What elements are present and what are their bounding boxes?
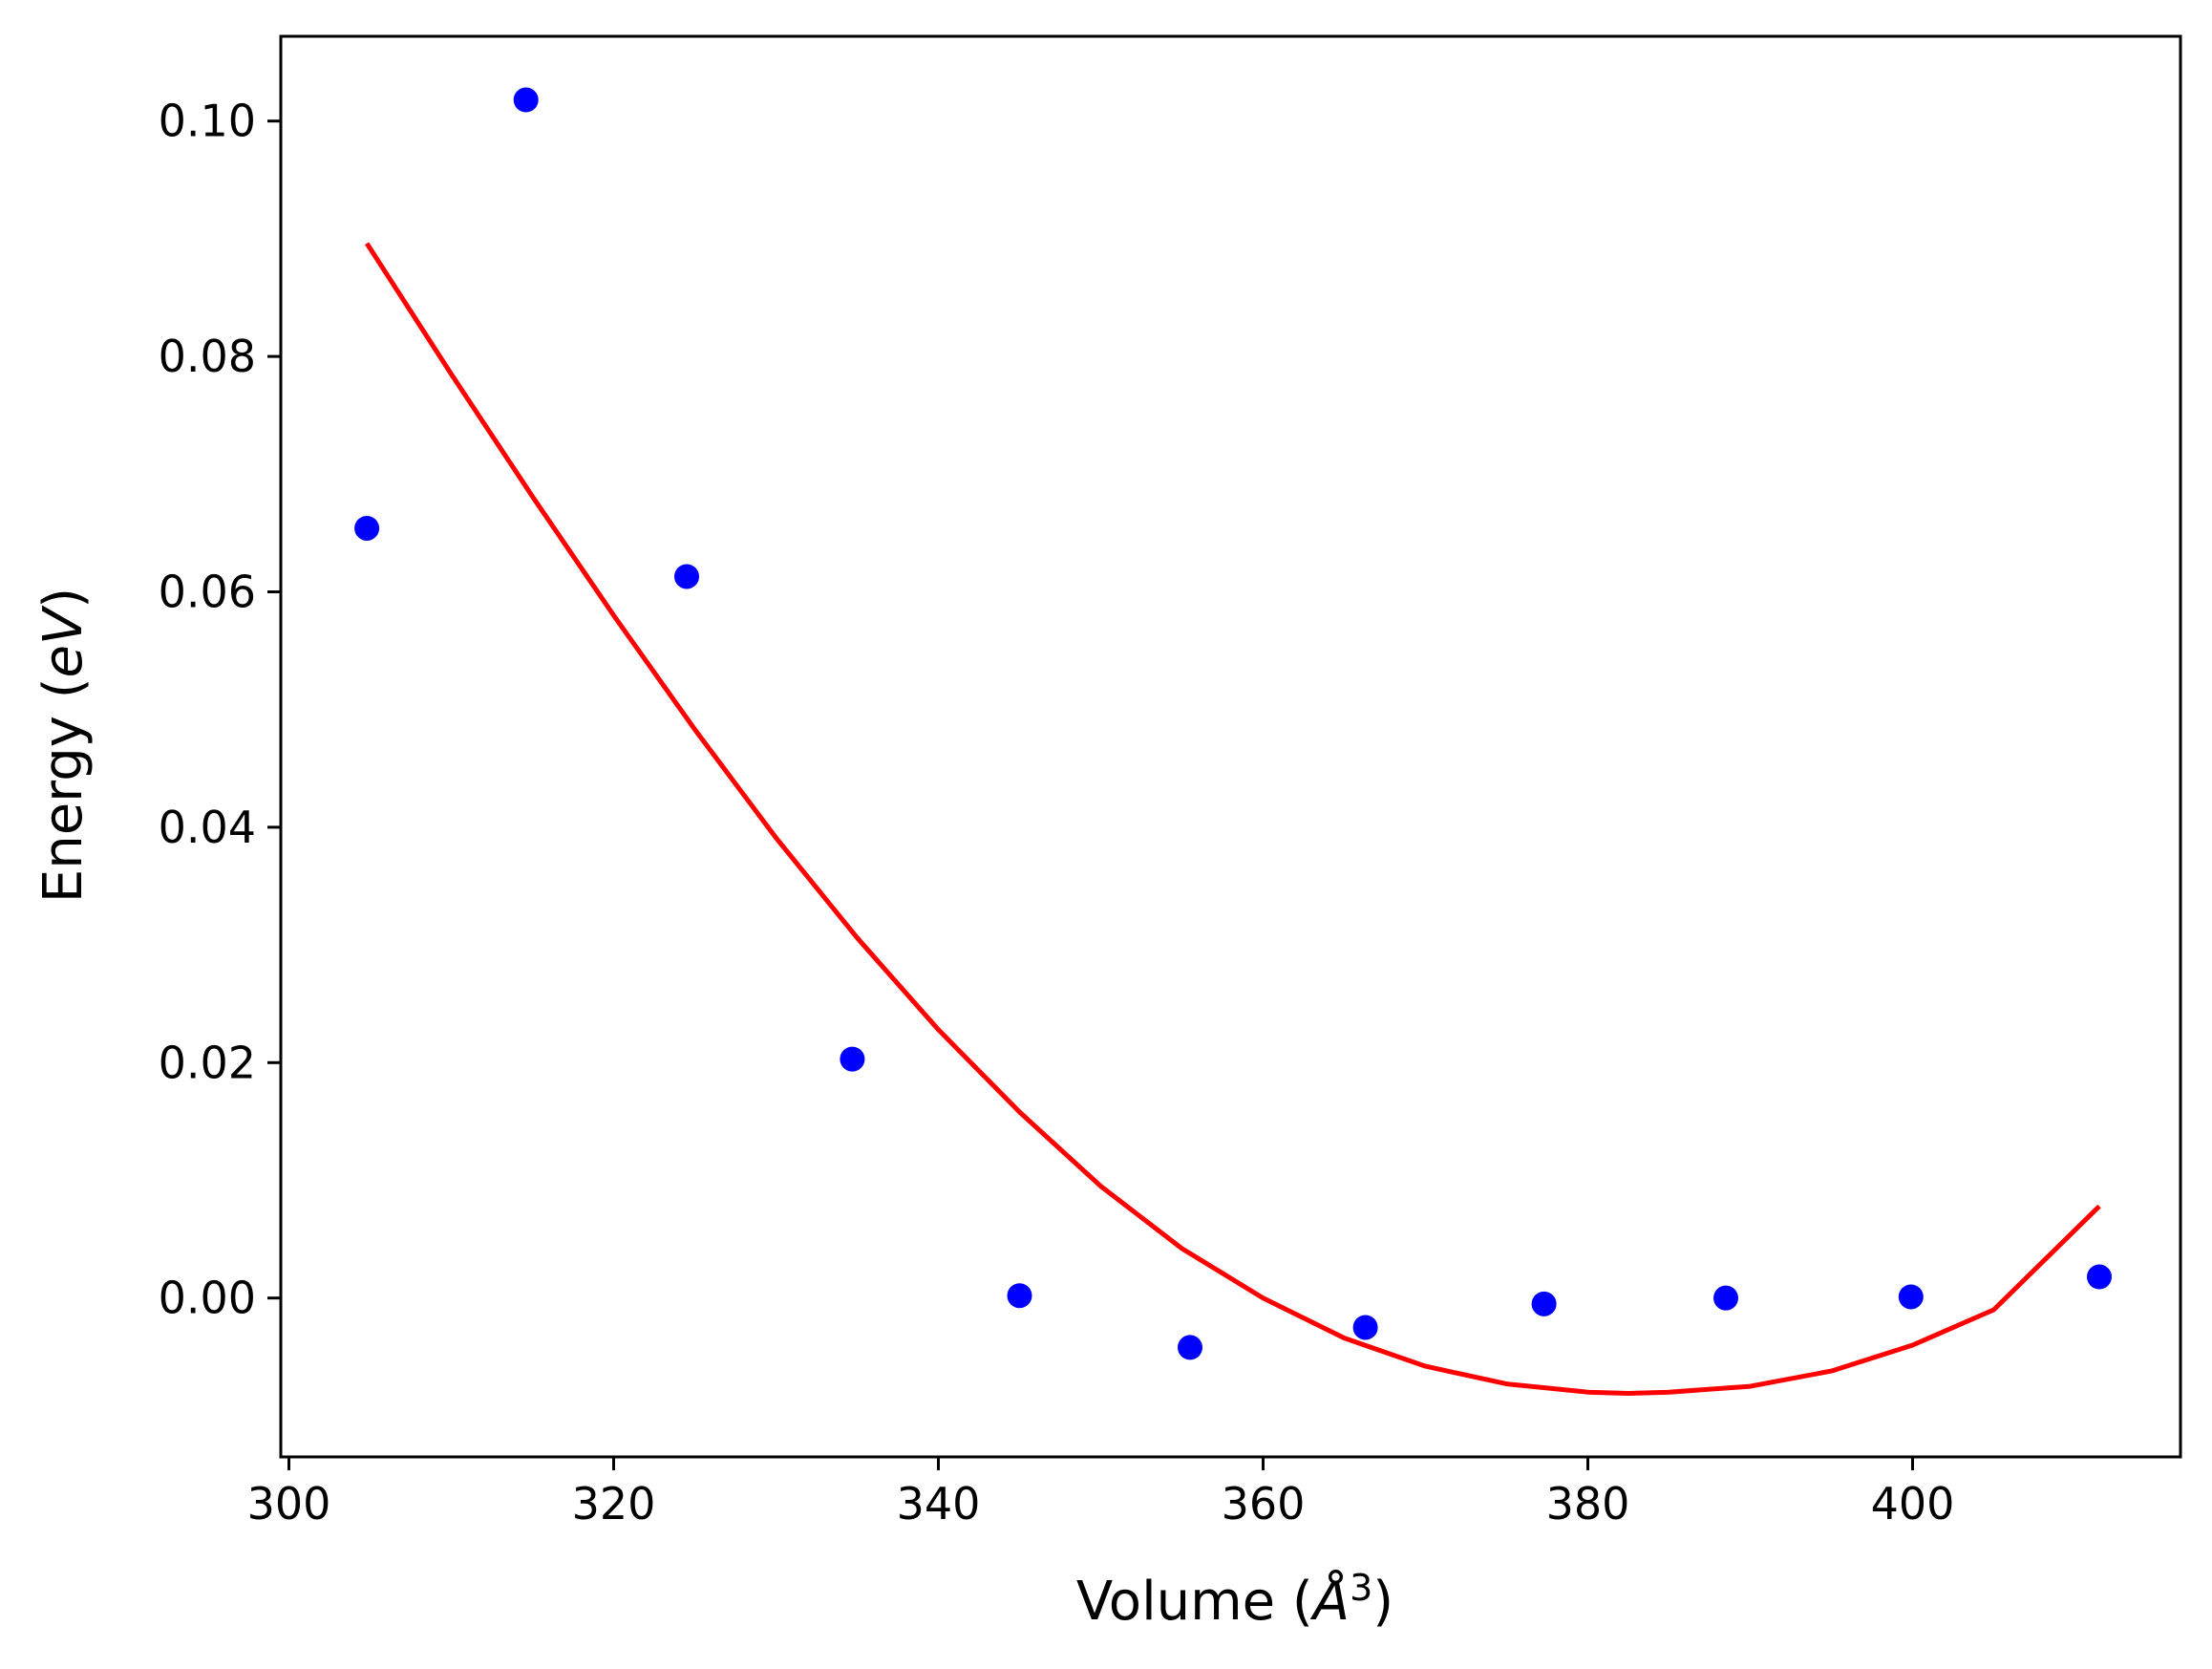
- plot-area: [354, 87, 2112, 1396]
- y-tick-label: 0.08: [159, 331, 256, 382]
- y-tick-label: 0.10: [159, 96, 256, 147]
- y-tick-label: 0.00: [159, 1273, 256, 1324]
- data-point: [674, 564, 699, 589]
- x-tick-label: 360: [1222, 1478, 1306, 1530]
- data-point: [1178, 1335, 1202, 1360]
- fit-curve: [365, 242, 2101, 1396]
- x-tick-label: 380: [1546, 1478, 1630, 1530]
- data-point: [1898, 1284, 1924, 1310]
- data-point: [1007, 1283, 1032, 1309]
- y-tick-label: 0.06: [159, 566, 256, 617]
- data-point: [354, 515, 380, 541]
- data-point: [1713, 1285, 1738, 1311]
- y-axis-label: Energy (eV): [32, 588, 95, 903]
- data-point: [513, 87, 539, 113]
- x-axis: 300 320 340 360 380 400: [247, 1457, 1955, 1530]
- x-tick-label: 320: [572, 1478, 656, 1530]
- x-tick-label: 300: [247, 1478, 331, 1530]
- y-tick-label: 0.04: [159, 802, 256, 853]
- plot-frame: [279, 34, 2182, 1459]
- data-point: [1352, 1315, 1378, 1340]
- y-tick-label: 0.02: [159, 1037, 256, 1088]
- data-point: [2087, 1264, 2112, 1290]
- y-axis: 0.00 0.02 0.04 0.06 0.08 0.10: [159, 96, 281, 1324]
- x-tick-label: 400: [1871, 1478, 1955, 1530]
- data-point: [1531, 1291, 1557, 1316]
- data-point: [840, 1046, 865, 1072]
- x-axis-label: Volume (Å3): [1076, 1567, 1393, 1633]
- x-tick-label: 340: [897, 1478, 981, 1530]
